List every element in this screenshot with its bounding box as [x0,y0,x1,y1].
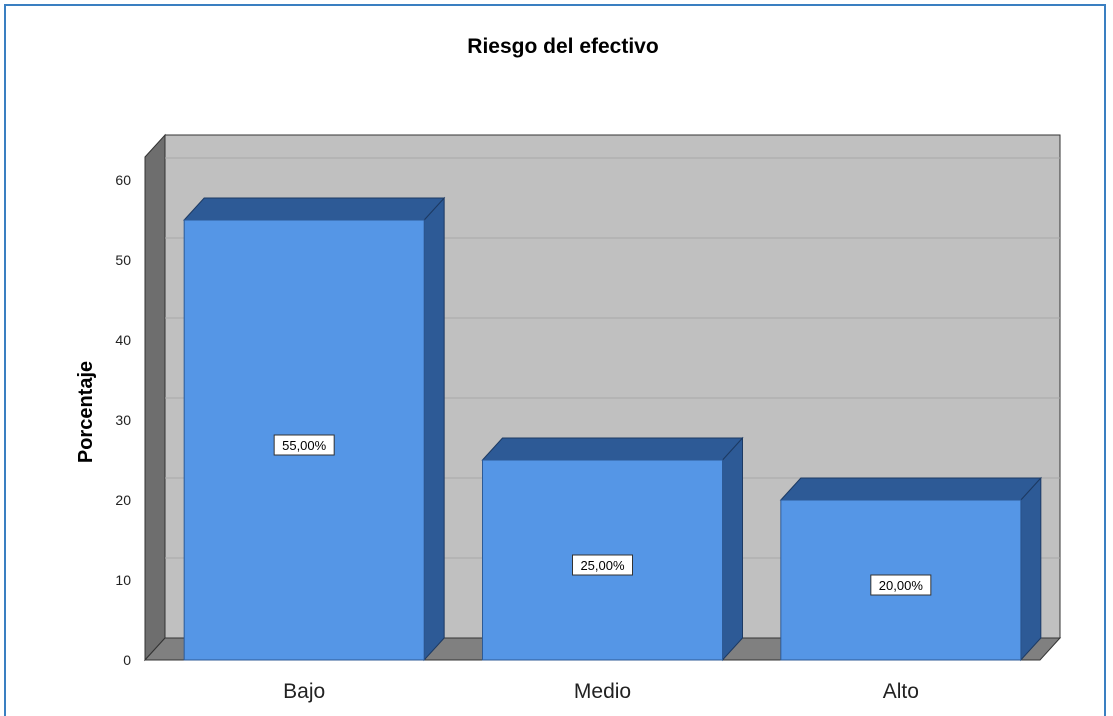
y-tick-label: 20 [115,492,131,508]
bar-medio: 25,00% [481,436,744,662]
data-label: 25,00% [580,558,625,573]
y-tick-label: 0 [123,652,131,668]
y-axis-ticks: 0 10 20 30 40 50 60 [115,172,131,668]
data-label-box [870,574,932,596]
y-axis-label: Porcentaje [75,361,97,463]
bar-bajo: 55,00% [183,196,446,662]
bar-side [1020,476,1042,662]
data-label-box [273,434,335,456]
data-label: 55,00% [282,438,327,453]
data-label: 20,00% [879,578,924,593]
bar-top [183,197,446,221]
chart-title: Riesgo del efectivo [467,35,658,58]
bars: 55,00% 25,00% 20,00% [183,196,1042,662]
y-tick-label: 30 [115,412,131,428]
x-axis-ticks: Bajo Medio Alto [283,680,919,703]
chart-left-wall [144,133,166,662]
bar-side [722,436,743,662]
x-tick-label: Medio [574,680,631,703]
bar-top [779,477,1042,501]
y-tick-label: 60 [115,172,131,188]
x-tick-label: Alto [883,680,919,703]
bar-front [183,219,425,661]
y-tick-label: 10 [115,572,131,588]
y-tick-label: 40 [115,332,131,348]
bar-side [423,196,445,662]
x-tick-label: Bajo [283,680,325,703]
y-tick-label: 50 [115,252,131,268]
bar-top [481,437,744,461]
bar-alto: 20,00% [779,476,1042,662]
data-label-box [572,554,633,576]
